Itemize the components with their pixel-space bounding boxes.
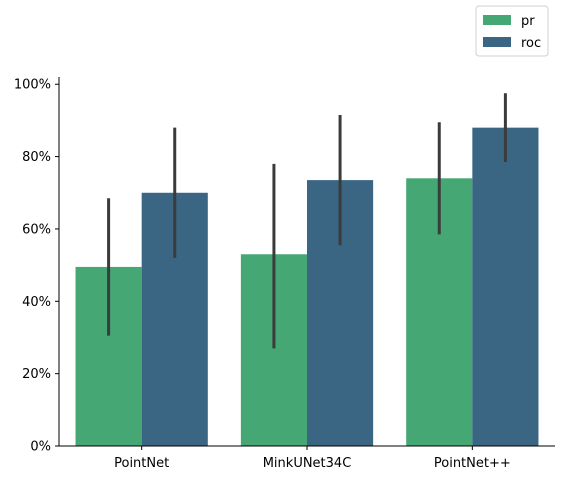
y-tick-label: 60% xyxy=(22,222,51,237)
legend: pr roc xyxy=(476,6,548,56)
y-tick-label: 0% xyxy=(30,440,51,455)
bars-layer xyxy=(76,128,539,446)
y-tick-label: 40% xyxy=(22,295,51,310)
y-tick-label: 20% xyxy=(22,367,51,382)
x-tick-label: MinkUNet34C xyxy=(263,456,352,471)
y-tick-label: 100% xyxy=(14,78,51,93)
x-tick-label: PointNet xyxy=(114,456,169,471)
legend-label-roc: roc xyxy=(521,36,541,51)
y-tick-label: 80% xyxy=(22,150,51,165)
legend-label-pr: pr xyxy=(521,14,535,29)
bar-roc-pointnet- xyxy=(472,128,538,446)
legend-swatch-roc xyxy=(483,37,511,47)
legend-swatch-pr xyxy=(483,15,511,25)
x-tick-label: PointNet++ xyxy=(434,456,511,471)
